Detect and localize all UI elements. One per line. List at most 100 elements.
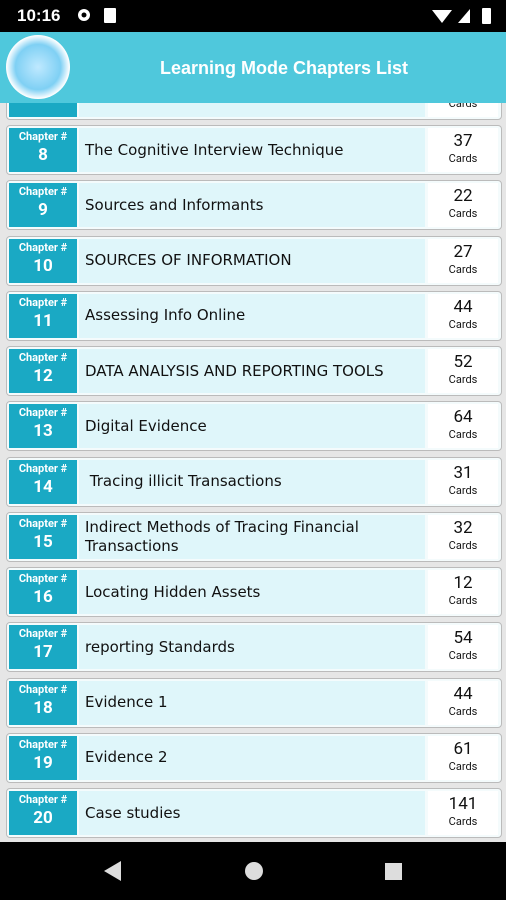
chapter-number: 12 xyxy=(33,366,53,386)
chapter-title: Locating Hidden Assets xyxy=(85,582,261,601)
app-header: Learning Mode Chapters List xyxy=(0,32,506,103)
clock: 10:16 xyxy=(17,6,61,25)
back-button[interactable] xyxy=(104,861,121,881)
chapter-badge: Chapter # 16 xyxy=(9,570,77,614)
chapter-label: Chapter # xyxy=(18,737,68,751)
card-count: 44 xyxy=(453,296,473,317)
chapter-title-box: Evidence 2 xyxy=(79,735,425,780)
chapter-label: Chapter # xyxy=(18,627,68,641)
chapter-title-box: SOURCES OF INFORMATION xyxy=(79,238,425,283)
card-count: 64 xyxy=(453,407,473,428)
chapter-number: 11 xyxy=(33,310,53,331)
header-title: Learning Mode Chapters List xyxy=(160,58,409,78)
chapter-number: 19 xyxy=(33,752,53,773)
chapter-row[interactable]: Chapter # 16 Locating Hidden Assets 12 Cards xyxy=(6,567,502,617)
card-count-box: 37 Cards xyxy=(428,128,498,172)
chapter-label: Chapter # xyxy=(18,295,68,309)
card-count: 61 xyxy=(453,738,473,759)
chapter-label: Chapter # xyxy=(18,572,68,585)
chapter-title: Sources and Informants xyxy=(85,195,264,214)
chapter-number: 10 xyxy=(33,255,53,276)
chapter-row[interactable]: Chapter #15 Indirect Methods of Tracing F… xyxy=(6,511,502,562)
chapter-number: 9 xyxy=(38,200,48,221)
chapter-title-box: Tracing illicit Transactions xyxy=(79,459,425,504)
chapter-label: Chapter # xyxy=(18,240,68,254)
nav-icons xyxy=(104,861,402,881)
chapter-label: Chapter # xyxy=(18,793,68,806)
chapter-row[interactable]: Chapter #13 Digital Evidence 64 Cards xyxy=(6,401,502,452)
card-count-box: 141 Cards xyxy=(428,791,498,835)
chapter-badge: Chapter #18 xyxy=(9,680,77,725)
chapter-number: 13 xyxy=(33,421,53,442)
chapter-label: Chapter # xyxy=(18,516,68,530)
chapter-label: Chapter # xyxy=(18,130,68,143)
chapter-title-box: Case studies xyxy=(79,791,425,835)
chapter-number: 17 xyxy=(33,642,53,663)
card-count: 12 xyxy=(453,573,473,593)
card-count-box: 44 Cards xyxy=(428,680,498,725)
unit-label: Cards xyxy=(448,207,478,221)
chapter-badge: Chapter #15 xyxy=(9,514,77,559)
unit-label: Cards xyxy=(448,759,478,773)
card-count: 141 xyxy=(448,794,478,814)
chapter-row[interactable]: Chapter #17 reporting Standards 54 Cards xyxy=(6,622,502,673)
card-count-box: 32 Cards xyxy=(428,514,498,559)
chapter-badge: Chapter # 20 xyxy=(9,791,77,835)
card-count-box: 54 Cards xyxy=(428,625,498,670)
chapter-number: 8 xyxy=(38,145,48,165)
card-count-box: 52 Cards xyxy=(428,349,498,393)
status-icons xyxy=(78,8,491,24)
recents-button[interactable] xyxy=(385,863,402,880)
chapter-badge: Chapter # 12 xyxy=(9,349,77,393)
chapter-number: 20 xyxy=(33,808,53,828)
chapter-title: Assessing Info Online xyxy=(85,306,246,325)
chapter-row[interactable]: Chapter #18 Evidence 1 44 Cards xyxy=(6,677,502,728)
chapter-row[interactable]: Chapter #10 SOURCES OF INFORMATION 27 Cards xyxy=(6,235,502,286)
chapter-badge: Chapter #9 xyxy=(9,183,77,228)
card-count: 27 xyxy=(453,241,473,262)
card-count-box: 22 Cards xyxy=(428,183,498,228)
chapter-title: reporting Standards xyxy=(85,637,235,656)
chapter-title-box: DATA ANALYSIS AND REPORTING TOOLS xyxy=(79,349,425,393)
chapter-title: Evidence 1 xyxy=(85,693,168,711)
card-count: 22 xyxy=(453,186,473,207)
chapter-title: Tracing illicit Transactions xyxy=(85,472,282,490)
chapter-label: Chapter # xyxy=(18,406,68,420)
unit-label: Cards xyxy=(448,649,478,663)
chapter-title: SOURCES OF INFORMATION xyxy=(85,251,292,269)
chapter-row[interactable]: Chapter # 12 DATA ANALYSIS AND REPORTING T… xyxy=(6,346,502,396)
unit-label: Cards xyxy=(448,594,478,607)
card-count: 37 xyxy=(453,131,473,151)
card-count: 52 xyxy=(453,352,473,372)
chapter-badge: Chapter # 8 xyxy=(9,128,77,172)
chapter-row[interactable]: Chapter #9 Sources and Informants 22 Cards xyxy=(6,180,502,231)
chapter-row[interactable]: Chapter #11 Assessing Info Online 44 Cards xyxy=(6,290,502,341)
chapter-label: Chapter # xyxy=(18,351,68,364)
card-count: 31 xyxy=(453,462,473,483)
app-logo xyxy=(6,35,70,99)
chapter-badge: Chapter #10 xyxy=(9,238,77,283)
card-count-box: 64 Cards xyxy=(428,404,498,449)
nav-bar xyxy=(0,842,506,900)
card-count: 54 xyxy=(453,628,473,649)
chapter-label: Chapter # xyxy=(18,682,68,696)
chapter-number: 14 xyxy=(33,476,53,497)
card-count-box: 44 Cards xyxy=(428,293,498,338)
chapter-row[interactable]: Chapter # 8 The Cognitive Interview Techni… xyxy=(6,125,502,175)
chapter-title-box: Assessing Info Online xyxy=(79,293,425,338)
chapter-row[interactable]: Chapter #19 Evidence 2 61 Cards xyxy=(6,732,502,783)
chapter-title-box: Evidence 1 xyxy=(79,680,425,725)
chapter-title-box: Sources and Informants xyxy=(79,183,425,228)
unit-label: Cards xyxy=(448,262,478,276)
card-count-box: 27 Cards xyxy=(428,238,498,283)
card-count-box: 61 Cards xyxy=(428,735,498,780)
card-count: 44 xyxy=(453,683,473,704)
chapter-title-box: The Cognitive Interview Technique xyxy=(79,128,425,172)
home-button[interactable] xyxy=(245,862,263,880)
chapter-number: 18 xyxy=(33,697,53,718)
chapter-row[interactable]: Chapter # 20 Case studies 141 Cards xyxy=(6,788,502,838)
chapter-title-box: Digital Evidence xyxy=(79,404,425,449)
chapter-title: Evidence 2 xyxy=(85,748,168,767)
chapter-row[interactable]: Chapter #14 Tracing illicit Transactions… xyxy=(6,456,502,507)
unit-label: Cards xyxy=(448,428,478,442)
